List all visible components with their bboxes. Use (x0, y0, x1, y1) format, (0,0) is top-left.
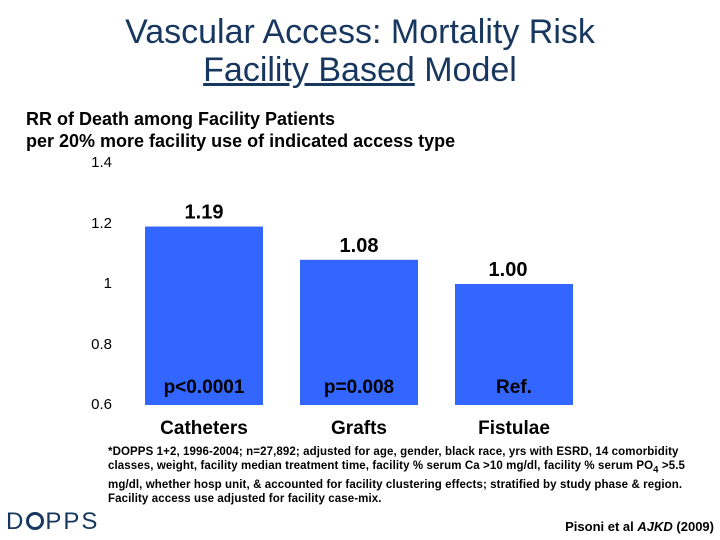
chart-subtitle-line2: per 20% more facility use of indicated a… (26, 131, 456, 151)
dopps-logo: D PPS (6, 508, 99, 536)
slide-title-line1: Vascular Access: Mortality Risk (125, 13, 595, 51)
category-label-fistulae: Fistulae (478, 418, 550, 439)
title-underlined-phrase: Facility Based (203, 51, 415, 89)
logo-prefix: D (6, 508, 26, 535)
logo-globe-icon (26, 512, 45, 530)
slide-title-line2: Facility Based Model (0, 50, 720, 90)
y-tick-label: 1.2 (91, 214, 112, 232)
title-rest: Model (414, 51, 517, 89)
citation-authors: Pisoni et al (565, 519, 638, 534)
data-label-fistulae: 1.00 (489, 259, 528, 281)
chart-subtitle-line1: RR of Death among Facility Patients (26, 109, 336, 129)
po4-subscript: 4 (653, 464, 659, 476)
bar-grafts (300, 259, 418, 405)
y-tick-label: 0.6 (91, 396, 112, 413)
category-label-catheters: Catheters (160, 418, 248, 439)
bar-fistulae (455, 284, 573, 405)
data-label-catheters: 1.19 (185, 202, 224, 224)
bar-catheters (145, 226, 263, 405)
footnote: *DOPPS 1+2, 1996-2004; n=27,892; adjuste… (108, 446, 686, 506)
category-label-grafts: Grafts (331, 418, 387, 439)
p-value-fistulae: Ref. (496, 377, 532, 398)
y-tick-label: 1.4 (91, 154, 112, 171)
y-tick-label: 0.8 (91, 335, 112, 353)
citation-journal: AJKD (637, 519, 673, 534)
citation: Pisoni et al AJKD (2009) (565, 519, 714, 534)
p-value-grafts: p=0.008 (324, 377, 394, 398)
p-value-catheters: p<0.0001 (164, 377, 245, 398)
data-label-grafts: 1.08 (340, 235, 379, 257)
citation-year: (2009) (672, 519, 714, 534)
y-tick-label: 1 (103, 275, 112, 292)
logo-suffix: PPS (45, 508, 100, 535)
